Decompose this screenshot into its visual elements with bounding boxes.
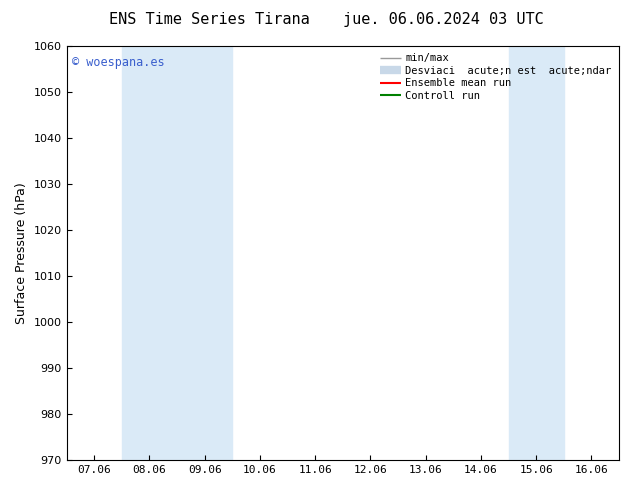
- Bar: [122, 46, 232, 460]
- Legend: min/max, Desviaci  acute;n est  acute;ndar, Ensemble mean run, Controll run: min/max, Desviaci acute;n est acute;ndar…: [378, 51, 614, 103]
- Text: © woespana.es: © woespana.es: [72, 56, 165, 69]
- Text: jue. 06.06.2024 03 UTC: jue. 06.06.2024 03 UTC: [344, 12, 544, 27]
- Y-axis label: Surface Pressure (hPa): Surface Pressure (hPa): [15, 182, 28, 324]
- Bar: [508, 46, 564, 460]
- Text: ENS Time Series Tirana: ENS Time Series Tirana: [109, 12, 309, 27]
